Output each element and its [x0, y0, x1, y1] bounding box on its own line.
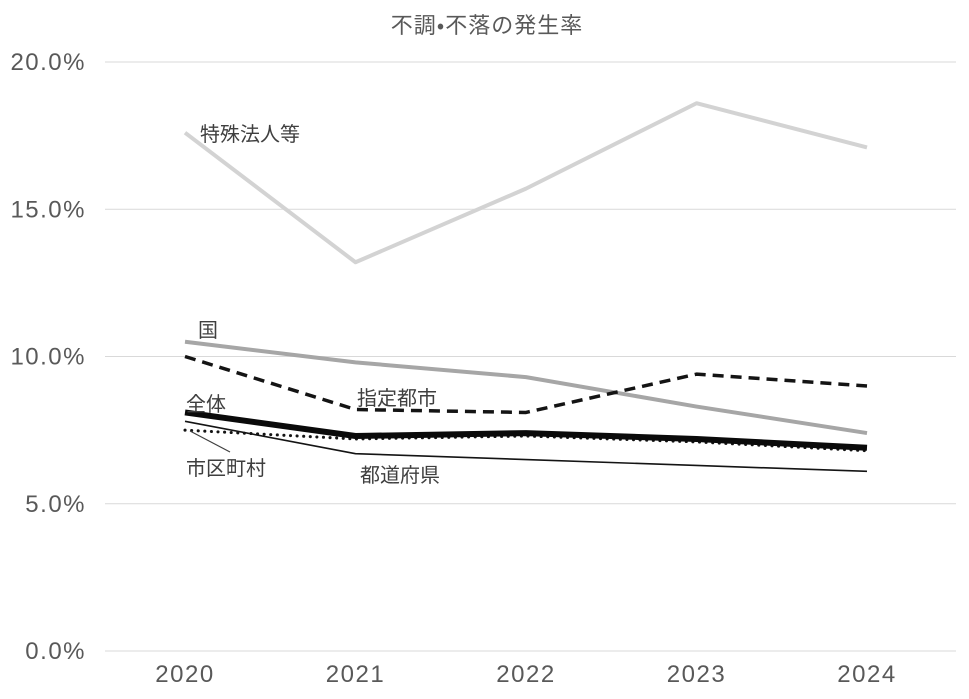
y-tick-label: 5.0%	[25, 491, 86, 518]
series-line-designated-cities	[184, 354, 868, 415]
chart-title: 不調・不落の発生率	[391, 13, 583, 38]
y-tick-label: 0.0%	[25, 638, 86, 665]
gridlines	[105, 61, 956, 652]
series-label-special-corporations-etc: 特殊法人等	[200, 123, 300, 146]
x-tick-label-2023: 2023	[667, 661, 726, 688]
series-label-designated-cities: 指定都市	[357, 387, 437, 410]
series-line-overall	[184, 409, 868, 451]
x-tick-label-2021: 2021	[326, 661, 385, 688]
y-tick-label: 15.0%	[10, 196, 86, 223]
x-axis-tick-labels: 2020 2021 2022 2023 2024	[155, 661, 896, 688]
series-line-special-corporations-etc	[183, 101, 868, 265]
series-line-prefectures	[184, 420, 868, 473]
x-tick-label-2020: 2020	[155, 661, 214, 688]
y-axis-tick-labels: 0.0% 5.0% 10.0% 15.0% 20.0%	[10, 49, 86, 665]
series-label-municipalities: 市区町村	[186, 457, 266, 480]
series-line-national	[184, 339, 868, 436]
x-tick-label-2022: 2022	[496, 661, 555, 688]
series-lines	[183, 101, 869, 473]
y-tick-label: 10.0%	[10, 344, 86, 371]
x-tick-label-2024: 2024	[837, 661, 896, 688]
series-label-overall: 全体	[186, 393, 226, 416]
municipalities-label-leader-line	[189, 430, 231, 453]
series-label-prefectures: 都道府県	[360, 464, 440, 487]
series-label-national: 国	[198, 320, 218, 342]
y-tick-label: 20.0%	[10, 49, 86, 76]
